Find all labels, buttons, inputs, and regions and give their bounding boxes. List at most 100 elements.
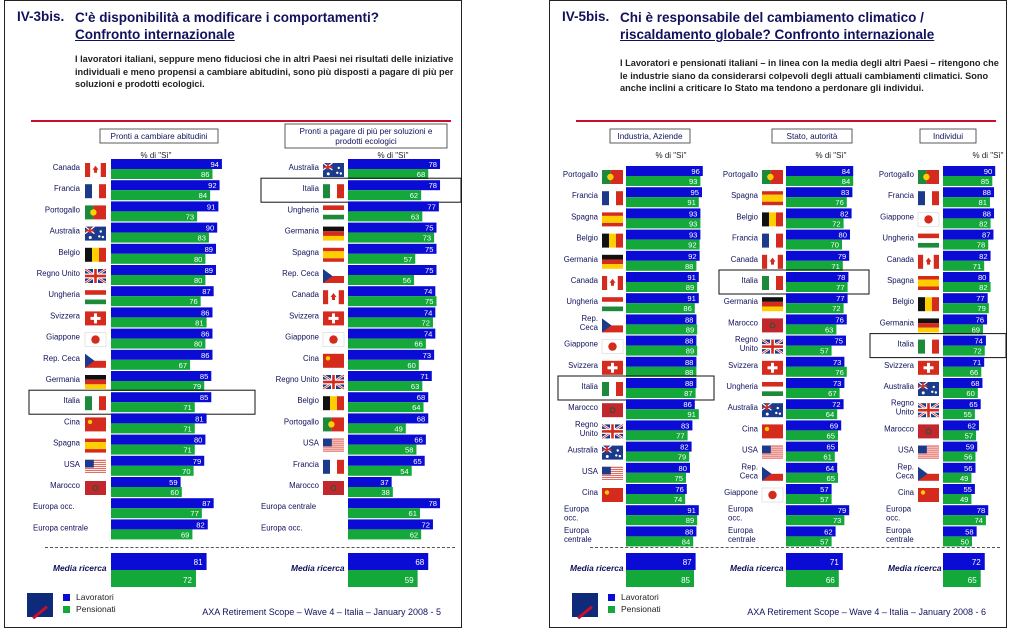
value-label-pensionati: 77 [836, 283, 844, 292]
chart-area-right: Industria, Aziende% di "Sì"Portogallo 969… [557, 128, 1007, 587]
chart-subtitle: % di "Sì" [377, 151, 408, 160]
bar-lavoratori [111, 222, 218, 233]
value-label-lavoratori: 75 [425, 245, 433, 254]
value-label-pensionati: 76 [835, 198, 843, 207]
value-label-pensionati: 72 [422, 318, 430, 327]
bar-lavoratori [786, 462, 838, 473]
value-label-media-pensionati: 59 [405, 576, 414, 585]
bar-lavoratori [626, 526, 697, 537]
bar-media-pensionati [786, 570, 839, 587]
bar-lavoratori [348, 265, 437, 275]
value-label-pensionati: 84 [199, 191, 207, 200]
value-label-lavoratori: 57 [820, 485, 828, 494]
value-label-lavoratori: 88 [983, 209, 991, 218]
flag-ma-icon [918, 424, 939, 439]
value-label-pensionati: 61 [409, 509, 417, 518]
value-label-pensionati: 89 [686, 283, 694, 292]
bar-pensionati [943, 451, 976, 462]
category-label: Svizzera [728, 361, 759, 370]
flag-it-icon [918, 339, 939, 354]
bar-pensionati [348, 275, 415, 285]
bar-lavoratori [943, 399, 981, 410]
value-label-pensionati: 86 [683, 304, 691, 313]
bar-lavoratori [111, 455, 205, 466]
category-label: Ceca [896, 471, 915, 480]
chart-row: Portogallo 91 73 [45, 201, 219, 222]
flag-cz-icon [918, 466, 939, 481]
value-label-lavoratori: 91 [687, 506, 695, 515]
bar-lavoratori [786, 505, 850, 516]
value-label-pensionati: 57 [820, 495, 828, 504]
bar-lavoratori [943, 250, 991, 261]
bar-pensionati [943, 239, 989, 250]
category-label: Francia [732, 234, 759, 243]
category-label: Marocco [568, 403, 599, 412]
value-label-lavoratori: 91 [207, 202, 215, 211]
bar-lavoratori [111, 286, 214, 297]
category-label: Francia [54, 184, 81, 193]
value-label-lavoratori: 78 [429, 181, 437, 190]
value-label-pensionati: 69 [181, 530, 189, 539]
category-label: Spagna [292, 248, 320, 257]
flag-be-icon [762, 212, 783, 227]
value-label-lavoratori: 71 [420, 372, 428, 381]
value-label-pensionati: 79 [678, 453, 686, 462]
flag-ch-icon [602, 360, 623, 375]
bar-lavoratori [943, 293, 988, 304]
category-label: Marocco [728, 318, 759, 327]
chart-row: Rep. Ceca 86 67 [43, 349, 213, 370]
category-label: Giappone [285, 333, 319, 342]
flag-cz-icon [323, 269, 344, 283]
value-label-lavoratori: 81 [195, 414, 203, 423]
flag-uk-icon [761, 338, 784, 355]
category-label: Australia [289, 163, 320, 172]
value-label-pensionati: 88 [685, 368, 693, 377]
value-label-media-pensionati: 72 [183, 576, 192, 585]
category-label: Europa [728, 526, 754, 535]
value-label-pensionati: 71 [183, 424, 191, 433]
value-label-pensionati: 72 [832, 304, 840, 313]
dashed-separator [590, 547, 1000, 548]
value-label-pensionati: 64 [826, 410, 834, 419]
value-label-pensionati: 74 [974, 516, 982, 525]
panel-left: IV-3bis. C'è disponibilità a modificare … [4, 0, 462, 628]
flag-ca-icon [918, 254, 939, 269]
bar-pensionati [943, 536, 972, 547]
value-label-lavoratori: 88 [685, 337, 693, 346]
category-label: Europa occ. [33, 502, 75, 511]
flag-ch-icon [918, 360, 939, 375]
bar-lavoratori [626, 314, 697, 325]
value-label-lavoratori: 87 [982, 231, 990, 240]
value-label-pensionati: 63 [411, 212, 419, 221]
category-label: Italia [64, 396, 81, 405]
value-label-lavoratori: 92 [688, 252, 696, 261]
value-label-lavoratori: 77 [976, 294, 984, 303]
value-label-lavoratori: 82 [979, 252, 987, 261]
value-label-lavoratori: 75 [835, 337, 843, 346]
media-row: Media ricerca 71 66 [730, 553, 843, 587]
category-label: Svizzera [568, 361, 599, 370]
chart-title: prodotti ecologici [335, 137, 397, 146]
bar-pensionati [786, 260, 843, 271]
chart-row: Europa centrale 78 61 [261, 498, 441, 519]
bar-pensionati [348, 444, 417, 455]
flag-jp-icon [601, 339, 624, 354]
value-label-lavoratori: 71 [973, 358, 981, 367]
flag-ch-icon [85, 311, 106, 326]
chart-row: Australia 78 68 [289, 159, 441, 179]
media-label: Media ricerca [53, 563, 107, 573]
category-label: Spagna [731, 191, 759, 200]
bar-pensionati [943, 197, 990, 208]
value-label-lavoratori: 82 [196, 520, 204, 529]
category-label: USA [582, 467, 599, 476]
value-label-pensionati: 73 [423, 234, 431, 243]
value-label-lavoratori: 89 [205, 245, 213, 254]
